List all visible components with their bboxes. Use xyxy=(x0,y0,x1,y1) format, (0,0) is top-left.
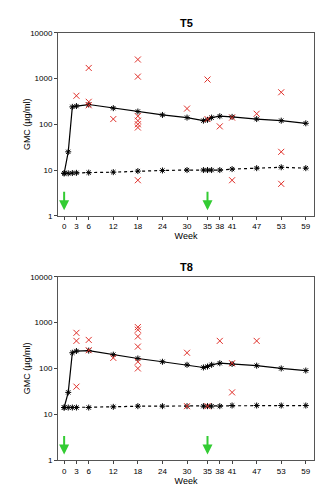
svg-text:1000: 1000 xyxy=(35,318,53,327)
svg-text:59: 59 xyxy=(301,467,310,476)
svg-text:6: 6 xyxy=(86,467,91,476)
svg-text:0: 0 xyxy=(62,467,67,476)
svg-text:GMC (µg/ml): GMC (µg/ml) xyxy=(22,98,32,150)
svg-text:12: 12 xyxy=(109,467,118,476)
svg-text:Week: Week xyxy=(175,476,198,486)
svg-text:1000: 1000 xyxy=(35,74,53,83)
svg-text:47: 47 xyxy=(252,222,261,231)
svg-text:10000: 10000 xyxy=(30,29,53,38)
svg-text:38: 38 xyxy=(215,467,224,476)
svg-text:41: 41 xyxy=(228,222,237,231)
svg-text:35: 35 xyxy=(203,467,212,476)
svg-text:T5: T5 xyxy=(180,17,193,29)
svg-text:100: 100 xyxy=(39,120,53,129)
svg-text:10: 10 xyxy=(43,166,52,175)
svg-text:6: 6 xyxy=(86,222,91,231)
svg-text:1: 1 xyxy=(48,212,53,221)
svg-text:10000: 10000 xyxy=(30,273,53,282)
svg-text:T8: T8 xyxy=(180,261,193,273)
svg-text:35: 35 xyxy=(203,222,212,231)
svg-text:12: 12 xyxy=(109,222,118,231)
svg-text:24: 24 xyxy=(158,222,167,231)
svg-text:53: 53 xyxy=(277,467,286,476)
svg-text:10: 10 xyxy=(43,410,52,419)
svg-text:59: 59 xyxy=(301,222,310,231)
svg-text:3: 3 xyxy=(74,222,79,231)
svg-text:0: 0 xyxy=(62,222,67,231)
svg-text:GMC (µg/ml): GMC (µg/ml) xyxy=(22,343,32,395)
svg-text:47: 47 xyxy=(252,467,261,476)
svg-text:18: 18 xyxy=(133,222,142,231)
svg-text:53: 53 xyxy=(277,222,286,231)
svg-text:Week: Week xyxy=(175,231,198,241)
svg-text:30: 30 xyxy=(183,222,192,231)
svg-text:100: 100 xyxy=(39,364,53,373)
svg-text:3: 3 xyxy=(74,467,79,476)
svg-text:38: 38 xyxy=(215,222,224,231)
svg-text:18: 18 xyxy=(133,467,142,476)
svg-text:24: 24 xyxy=(158,467,167,476)
svg-text:41: 41 xyxy=(228,467,237,476)
svg-text:1: 1 xyxy=(48,456,53,465)
svg-text:30: 30 xyxy=(183,467,192,476)
